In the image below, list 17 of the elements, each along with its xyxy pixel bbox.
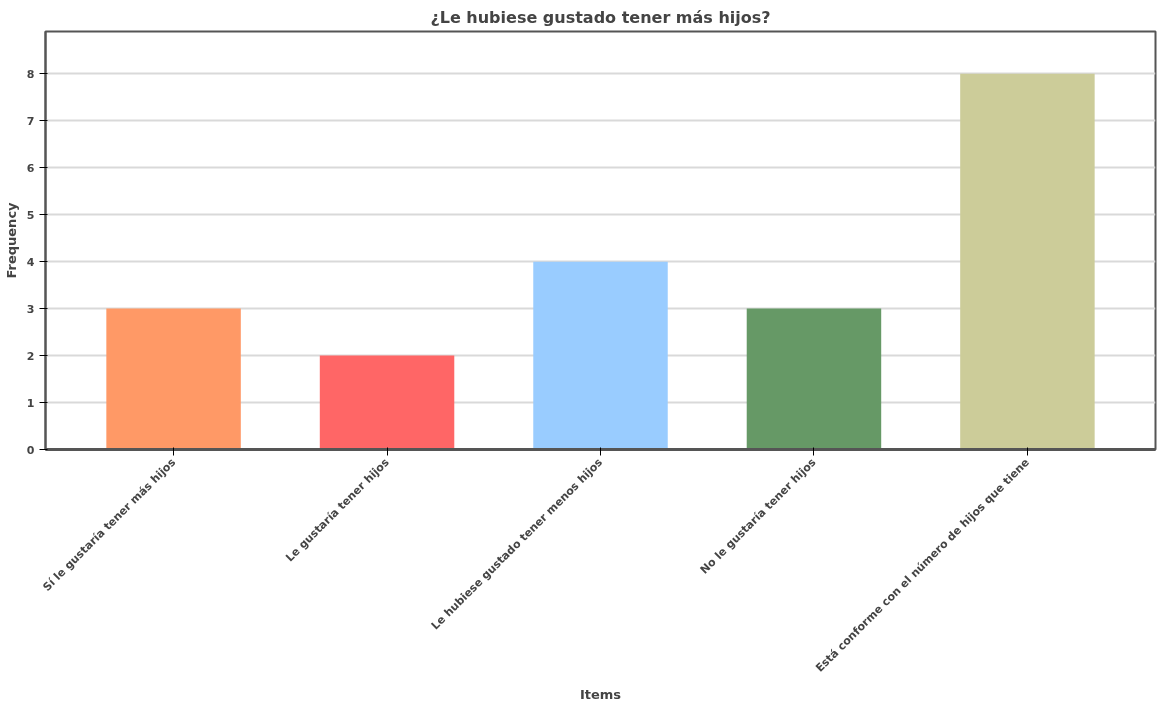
y-tick-label: 0	[26, 443, 35, 457]
bar	[746, 308, 882, 450]
bar	[106, 308, 241, 450]
y-tick-label: 5	[26, 208, 35, 222]
y-tick-label: 4	[26, 255, 35, 269]
bar	[319, 355, 455, 450]
y-tick-label: 1	[26, 396, 35, 410]
chart-title: ¿Le hubiese gustado tener más hijos?	[430, 7, 771, 27]
bar	[533, 261, 668, 450]
y-tick-label: 3	[26, 302, 35, 316]
y-tick-label: 2	[26, 349, 35, 363]
y-axis-title: Frequency	[3, 201, 19, 279]
y-tick-label: 6	[26, 161, 35, 175]
y-tick-label: 7	[26, 114, 35, 128]
y-tick-label: 8	[26, 67, 35, 81]
x-axis-title: Items	[579, 687, 622, 703]
bar	[960, 73, 1095, 450]
